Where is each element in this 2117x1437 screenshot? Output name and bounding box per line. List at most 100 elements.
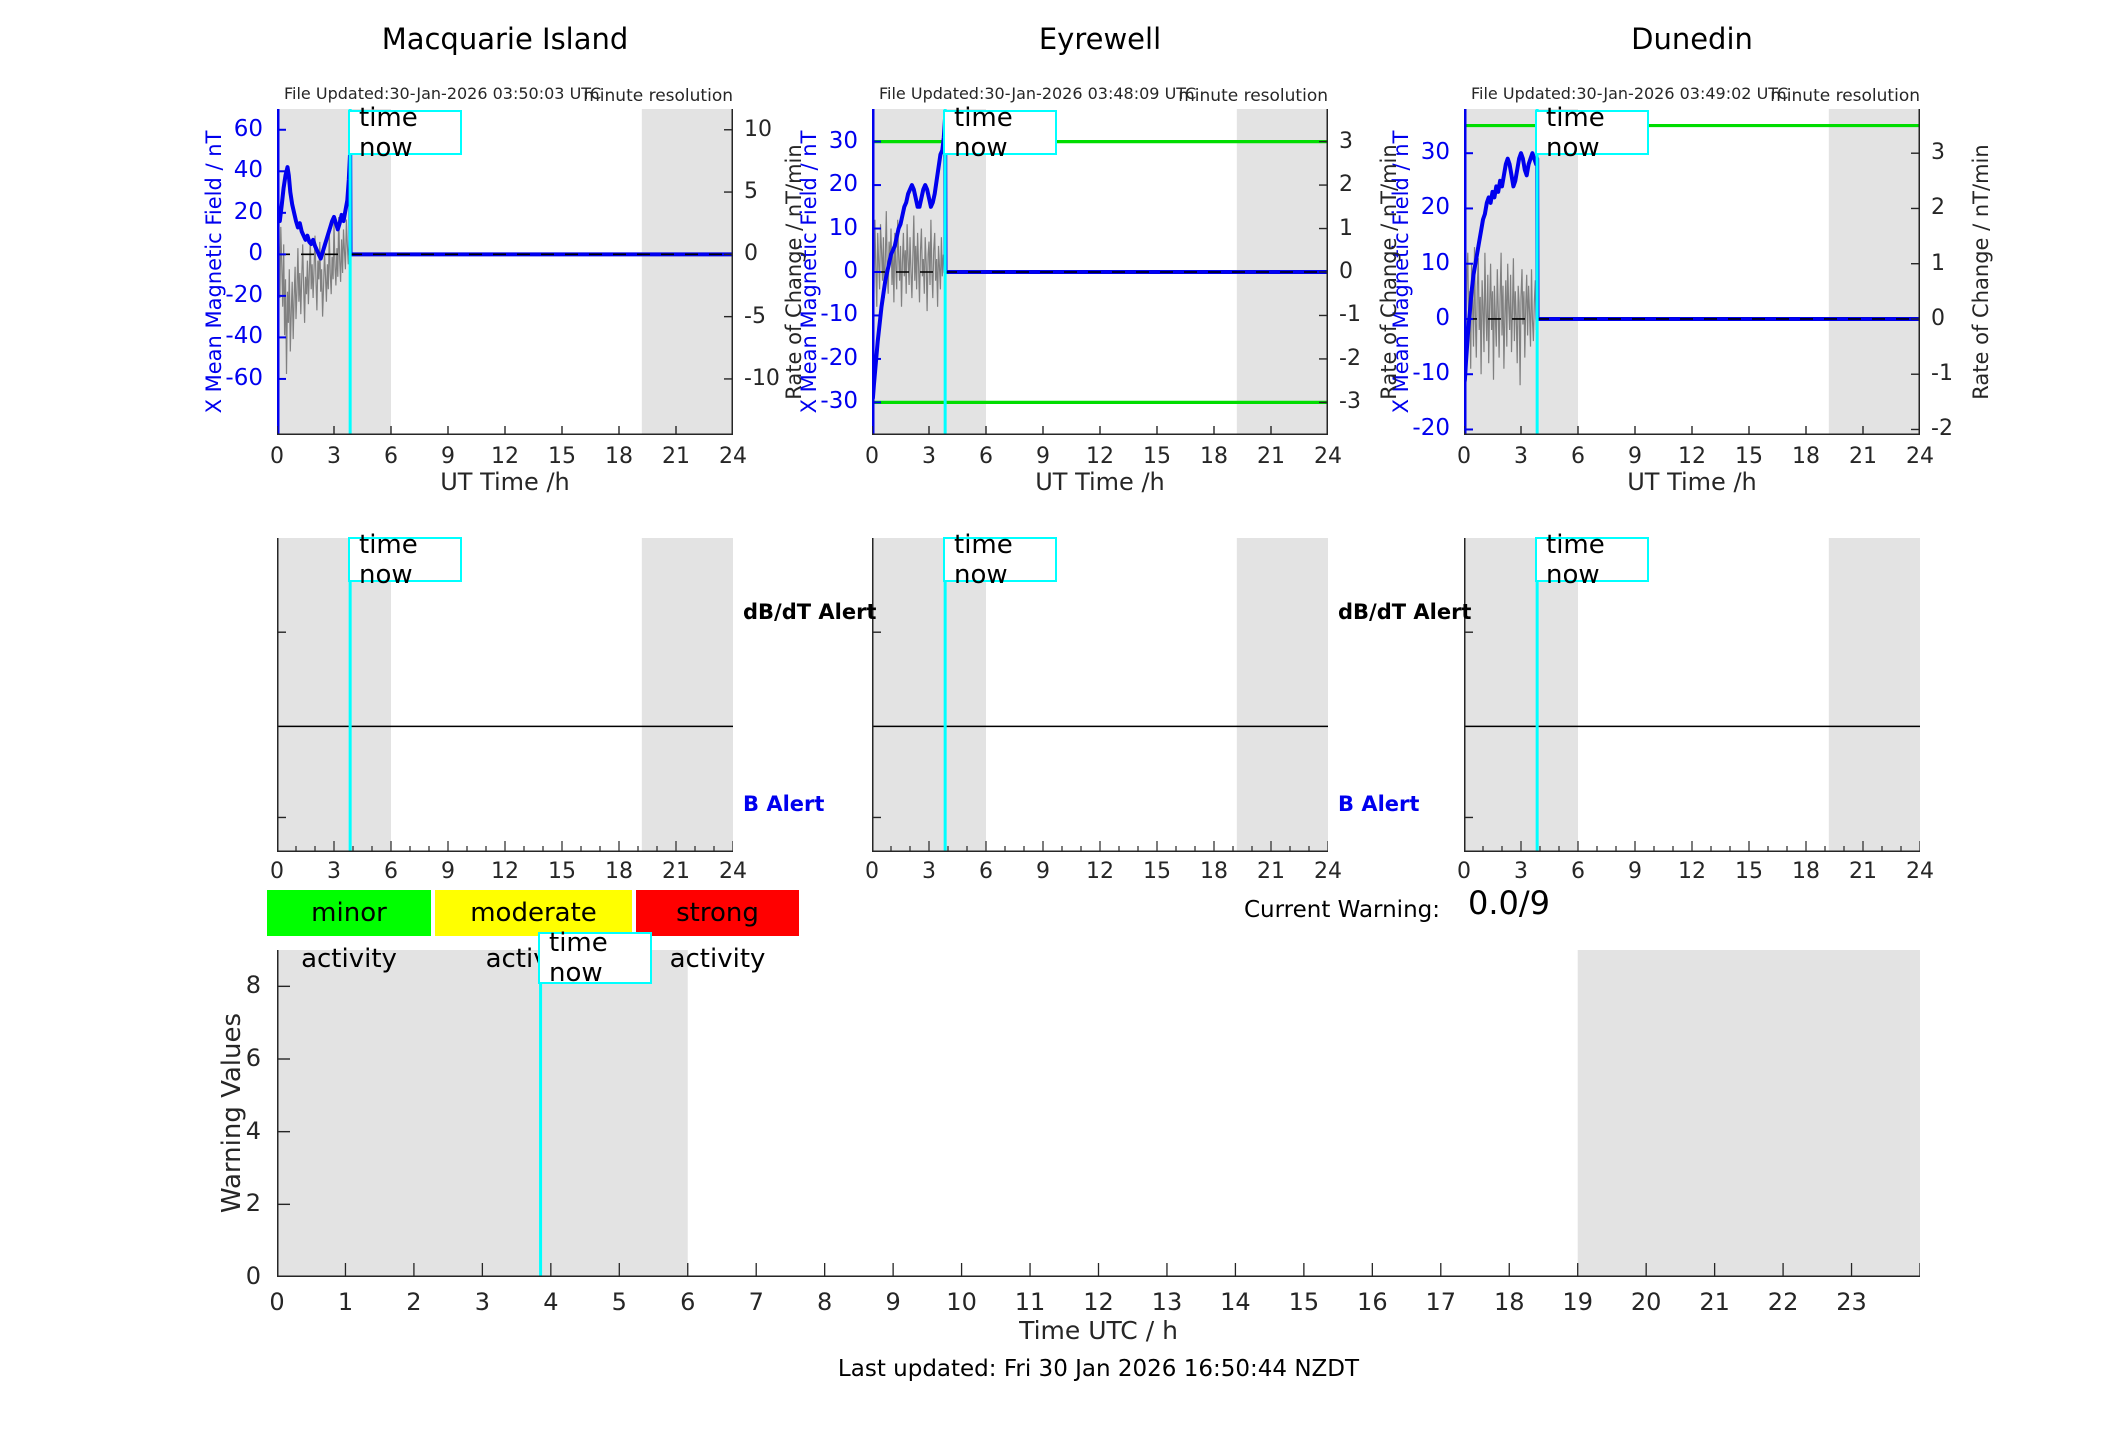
current-warning-label: Current Warning: [1243,897,1440,923]
y-tick-label-left: 20 [233,198,263,225]
x-tick-label: 0 [270,444,284,469]
y-tick-label-right: 5 [744,179,758,205]
x-tick-label: 21 [662,444,690,469]
y-tick-label-right: 1 [1931,250,1945,276]
y-tick-label-left: 60 [233,115,263,142]
time-now-box: time now [1535,530,1649,590]
legend-strong-activity: strong activity [636,890,799,974]
x-tick-label: 21 [1699,1288,1730,1316]
resolution-note: minute resolution [1178,86,1328,106]
time-utc-axis-label: Time UTC / h [1019,1316,1178,1345]
time-now-box: time now [348,530,462,590]
dunedin-plot [1464,109,1920,435]
y-tick-label-left: 20 [828,171,858,198]
x-tick-label: 15 [548,444,576,469]
x-tick-label: 14 [1220,1288,1251,1316]
legend-minor-activity: minor activity [267,890,431,974]
x-tick-label: 6 [384,444,398,469]
x-tick-label: 0 [269,1288,285,1316]
night-shade-band [277,109,391,435]
x-tick-label: 18 [1792,859,1820,884]
y-tick-label-left: -10 [1412,360,1450,387]
y-tick-label-left: -20 [225,281,263,308]
y-tick-label-right: 3 [1339,128,1353,154]
x-tick-label: 15 [1735,444,1763,469]
x-tick-label: 18 [1200,444,1228,469]
y-tick-label-left: 10 [828,214,858,241]
x-tick-label: 21 [1257,859,1285,884]
x-tick-label: 12 [1678,444,1706,469]
rate-of-change-line [1464,241,1537,386]
y-tick-label-right: -10 [744,365,780,391]
x-tick-label: 21 [1257,444,1285,469]
x-tick-label: 3 [1514,444,1528,469]
x-tick-label: 9 [1036,444,1050,469]
y-tick-label-left: 30 [1420,139,1450,166]
alert-macquarie-plot [277,538,733,852]
x-tick-label: 11 [1014,1288,1046,1316]
x-tick-label: 20 [1630,1288,1662,1316]
x-tick-label: 6 [680,1288,696,1316]
current-warning-value: 0.0/9 [1468,884,1551,922]
x-tick-label: 0 [1457,859,1471,884]
y-tick-label: 4 [245,1116,261,1145]
alert-dunedin-plot [1464,538,1920,852]
y-tick-label: 6 [245,1044,261,1072]
y-tick-label-left: 40 [233,157,263,184]
y-tick-label: 8 [245,971,261,1000]
eyrewell-plot [872,109,1328,435]
night-shade-band [277,950,688,1277]
x-tick-label: 12 [1083,1288,1114,1316]
x-tick-label: 21 [1849,859,1877,884]
x-tick-label: 6 [1571,444,1585,469]
y-tick-label-right: 3 [1931,140,1945,166]
file-updated-macquarie: File Updated:30-Jan-2026 03:50:03 UTC [284,84,602,103]
y-tick-label-left: 0 [248,240,263,267]
x-tick-label: 24 [1314,859,1342,884]
x-tick-label: 9 [1628,444,1642,469]
x-axis-label: UT Time /h [1627,468,1757,496]
x-tick-label: 0 [1457,444,1471,469]
y-tick-label-left: -10 [820,301,858,328]
x-tick-label: 0 [270,859,284,884]
resolution-note: minute resolution [1770,86,1920,106]
x-tick-label: 18 [1200,859,1228,884]
x-tick-label: 3 [922,859,936,884]
night-shade-band [1236,538,1328,852]
x-tick-label: 12 [491,444,519,469]
x-tick-label: 12 [1678,859,1706,884]
night-shade-band [641,538,733,852]
x-tick-label: 3 [1514,859,1528,884]
x-tick-label: 15 [1143,444,1171,469]
y-tick-label-left: -40 [225,323,263,350]
x-tick-label: 24 [1314,444,1342,469]
time-now-box: time now [943,103,1057,163]
y-tick-label-left: -20 [1412,415,1450,442]
macquarie-island-plot [277,109,733,435]
y-tick-label-left: 0 [1435,304,1450,331]
y-tick-label-right: 2 [1339,172,1353,198]
y-tick-label-right: -3 [1339,389,1361,415]
x-tick-label: 21 [662,859,690,884]
x-tick-label: 9 [1036,859,1050,884]
x-tick-label: 12 [491,859,519,884]
x-tick-label: 5 [611,1288,627,1316]
y-tick-label: 0 [245,1262,261,1290]
station-title-macquarie: Macquarie Island [381,22,629,56]
x-axis-label: UT Time /h [1035,468,1165,496]
x-tick-label: 10 [946,1288,977,1316]
x-tick-label: 15 [548,859,576,884]
x-tick-label: 18 [605,859,633,884]
b-alert-label: B Alert [743,792,825,816]
x-tick-label: 21 [1849,444,1877,469]
x-tick-label: 24 [719,859,747,884]
x-tick-label: 6 [384,859,398,884]
x-tick-label: 6 [979,444,993,469]
night-shade-band [872,538,986,852]
x-tick-label: 3 [327,444,341,469]
file-updated-dunedin: File Updated:30-Jan-2026 03:49:02 UTC [1471,84,1789,103]
x-tick-label: 18 [605,444,633,469]
station-title-dunedin: Dunedin [1631,22,1753,56]
resolution-note: minute resolution [583,86,733,106]
x-tick-label: 24 [1906,444,1934,469]
